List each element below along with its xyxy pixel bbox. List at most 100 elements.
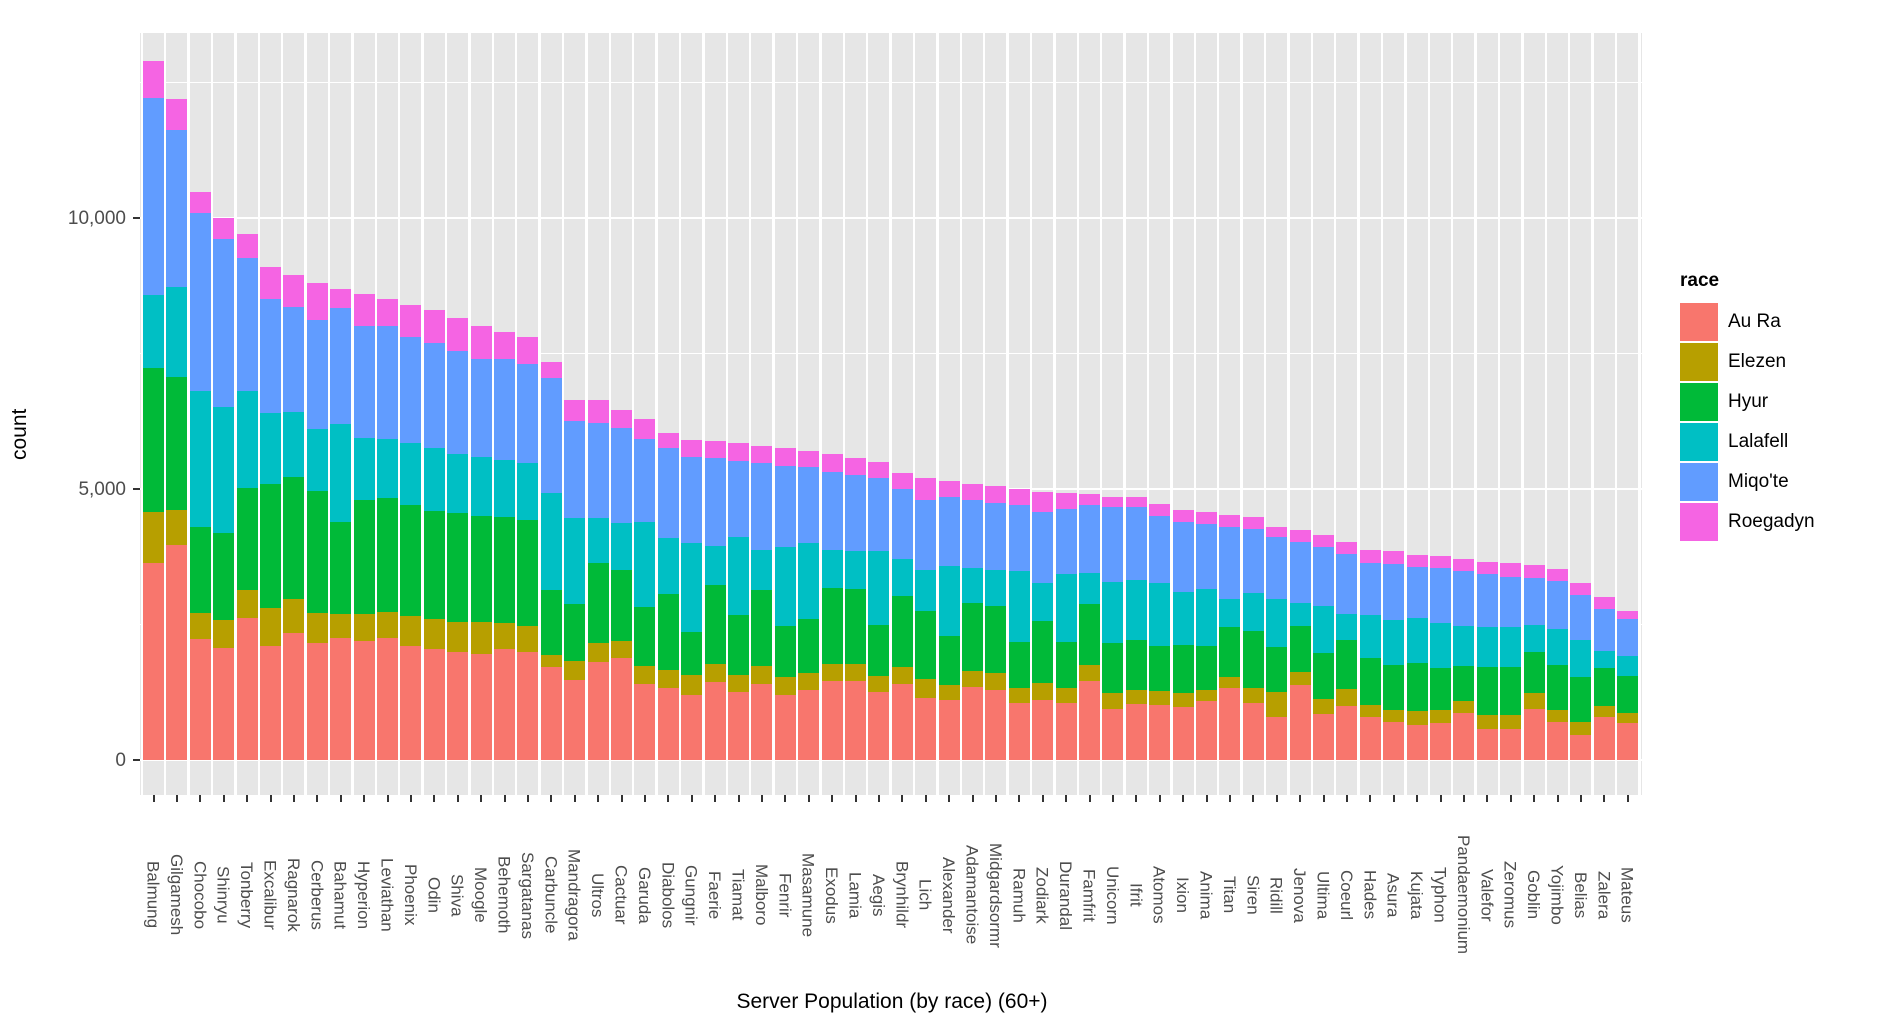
x-tick xyxy=(339,795,342,802)
bar-segment-roegadyn xyxy=(400,304,422,338)
gridline-x xyxy=(398,33,401,795)
bar-segment-aura xyxy=(1172,706,1194,760)
bar-segment-roegadyn xyxy=(494,331,515,359)
bar-titan xyxy=(1219,515,1241,760)
bar-segment-miqote xyxy=(213,238,235,407)
bar-segment-aura xyxy=(1523,708,1545,760)
bar-segment-aura xyxy=(494,648,515,760)
legend-swatch xyxy=(1680,383,1718,421)
bar-segment-roegadyn xyxy=(1453,558,1475,571)
bar-segment-hyur xyxy=(540,589,562,655)
bar-segment-elezen xyxy=(868,676,890,693)
bar-behemoth xyxy=(494,331,515,760)
bar-segment-elezen xyxy=(1453,701,1475,714)
bar-segment-miqote xyxy=(1242,529,1264,594)
bar-segment-miqote xyxy=(1593,609,1615,652)
x-tick-label: Ixion xyxy=(1173,877,1193,913)
bar-segment-elezen xyxy=(283,599,305,633)
y-tick xyxy=(133,759,140,761)
gridline-x xyxy=(1404,33,1407,795)
x-tick-label: Famfrit xyxy=(1079,868,1099,922)
bar-segment-miqote xyxy=(1617,619,1639,656)
bar-segment-roegadyn xyxy=(1383,550,1405,565)
bar-sargatanas xyxy=(517,337,539,760)
x-tick xyxy=(760,795,763,802)
gridline-x xyxy=(1380,33,1384,795)
bar-segment-hyur xyxy=(400,505,422,617)
bar-segment-lalafell xyxy=(798,543,820,620)
bar-tonberry xyxy=(236,234,258,760)
bar-segment-hyur xyxy=(985,605,1007,674)
gridline-x xyxy=(187,33,190,795)
bar-segment-aura xyxy=(915,697,937,760)
bar-segment-roegadyn xyxy=(353,293,375,327)
x-tick-label: Mateus xyxy=(1617,867,1637,923)
bar-segment-aura xyxy=(821,681,843,760)
legend-entry: Miqo'te xyxy=(1680,462,1890,502)
x-tick-label: Ramuh xyxy=(1009,867,1029,923)
bar-segment-miqote xyxy=(1406,566,1428,619)
bar-segment-miqote xyxy=(166,129,188,288)
bar-segment-hyur xyxy=(962,602,983,671)
bar-segment-hyur xyxy=(1032,620,1054,684)
bar-segment-lalafell xyxy=(1008,571,1030,642)
bar-segment-hyur xyxy=(260,483,281,609)
gridline-x xyxy=(561,33,565,795)
bar-segment-elezen xyxy=(447,621,469,652)
bar-segment-elezen xyxy=(751,666,773,685)
gridline-x xyxy=(1146,33,1150,795)
x-tick-label: Diabolos xyxy=(658,861,678,929)
bar-segment-miqote xyxy=(1547,581,1568,630)
gridline-x xyxy=(491,33,494,795)
x-tick-label: Aegis xyxy=(868,873,888,917)
bar-segment-lalafell xyxy=(1055,574,1077,642)
x-tick xyxy=(1369,795,1372,802)
bar-balmung xyxy=(143,60,164,760)
bar-segment-miqote xyxy=(1289,541,1311,603)
bar-segment-hyur xyxy=(868,624,890,676)
bar-segment-aura xyxy=(283,632,305,760)
gridline-x xyxy=(1193,33,1196,795)
bar-segment-lalafell xyxy=(283,412,305,478)
x-tick xyxy=(831,795,834,802)
bar-segment-roegadyn xyxy=(1359,549,1381,564)
x-tick-label: Zodiark xyxy=(1032,866,1052,924)
bar-segment-elezen xyxy=(657,670,679,689)
x-tick xyxy=(1252,795,1255,802)
x-tick xyxy=(1041,795,1044,802)
bar-segment-roegadyn xyxy=(1196,512,1217,525)
bar-segment-miqote xyxy=(868,478,890,552)
x-tick-label: Fenrir xyxy=(775,872,795,918)
bar-segment-lalafell xyxy=(962,567,983,603)
bar-segment-roegadyn xyxy=(1032,491,1054,513)
bar-segment-hyur xyxy=(774,625,796,678)
bar-segment-lalafell xyxy=(1196,589,1217,647)
bar-segment-lalafell xyxy=(704,546,726,585)
y-tick-label: 10,000 xyxy=(67,208,126,229)
gridline-x xyxy=(1521,33,1524,795)
bar-segment-miqote xyxy=(1125,506,1147,581)
x-tick-label: Adamantoise xyxy=(962,845,982,945)
gridline-x xyxy=(1334,33,1337,795)
bar-segment-elezen xyxy=(213,619,235,648)
bar-cerberus xyxy=(306,283,328,760)
bar-gilgamesh xyxy=(166,98,188,760)
x-tick-label: Moogle xyxy=(471,867,491,923)
bar-segment-hyur xyxy=(681,631,703,675)
bar-hyperion xyxy=(353,293,375,760)
bar-segment-roegadyn xyxy=(1547,569,1568,582)
bar-segment-hyur xyxy=(821,588,843,665)
gridline-x xyxy=(1568,33,1571,795)
bar-famfrit xyxy=(1079,494,1100,760)
bar-segment-roegadyn xyxy=(681,439,703,457)
gridline-x xyxy=(702,33,705,795)
bar-segment-lalafell xyxy=(1336,613,1358,641)
legend-label: Hyur xyxy=(1728,391,1769,412)
bar-segment-hyur xyxy=(353,499,375,614)
bar-asura xyxy=(1383,550,1405,760)
x-tick-label: Malboro xyxy=(751,864,771,926)
legend-swatch xyxy=(1680,303,1718,341)
bar-segment-aura xyxy=(260,646,281,760)
bar-segment-aura xyxy=(1570,735,1592,760)
bar-segment-miqote xyxy=(306,320,328,429)
